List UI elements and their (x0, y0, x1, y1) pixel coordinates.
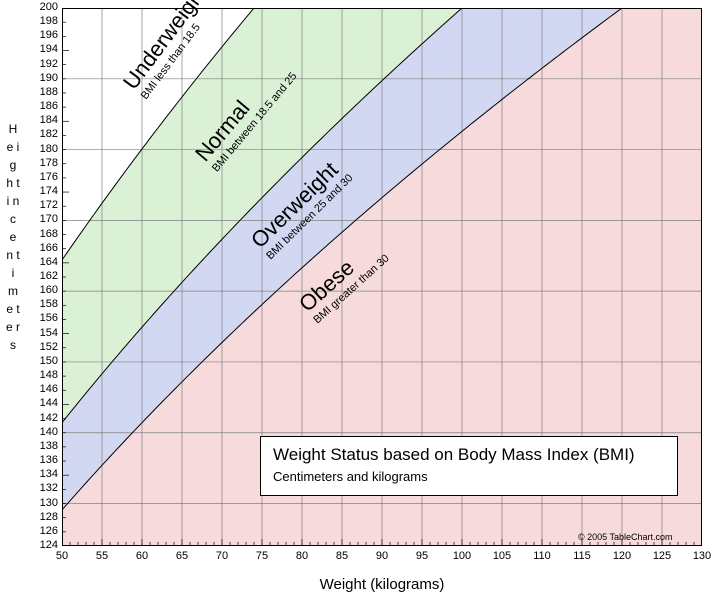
y-tick: 194 (36, 43, 58, 55)
y-tick: 166 (36, 242, 58, 254)
y-tick: 152 (36, 341, 58, 353)
y-tick: 128 (36, 511, 58, 523)
x-tick: 115 (572, 550, 592, 562)
y-tick: 180 (36, 143, 58, 155)
y-tick: 196 (36, 29, 58, 41)
x-tick: 130 (692, 550, 712, 562)
y-tick: 136 (36, 454, 58, 466)
info-sub: Centimeters and kilograms (273, 469, 665, 484)
y-axis-label: H e i g h t i n c e n t i m e t e r s (6, 120, 20, 354)
y-tick: 178 (36, 157, 58, 169)
y-tick: 188 (36, 86, 58, 98)
y-tick: 150 (36, 355, 58, 367)
x-tick: 110 (532, 550, 552, 562)
x-tick: 125 (652, 550, 672, 562)
info-title: Weight Status based on Body Mass Index (… (273, 445, 665, 465)
y-tick: 126 (36, 525, 58, 537)
x-tick: 70 (212, 550, 232, 562)
x-tick: 60 (132, 550, 152, 562)
y-tick: 146 (36, 383, 58, 395)
y-tick: 182 (36, 128, 58, 140)
y-tick: 124 (36, 539, 58, 551)
x-tick: 120 (612, 550, 632, 562)
y-tick: 140 (36, 426, 58, 438)
y-tick: 130 (36, 497, 58, 509)
y-tick: 142 (36, 412, 58, 424)
y-tick: 192 (36, 58, 58, 70)
y-tick: 172 (36, 199, 58, 211)
x-tick: 50 (52, 550, 72, 562)
y-tick: 148 (36, 369, 58, 381)
y-tick: 170 (36, 213, 58, 225)
x-tick: 105 (492, 550, 512, 562)
y-tick: 176 (36, 171, 58, 183)
y-tick: 132 (36, 482, 58, 494)
y-tick: 138 (36, 440, 58, 452)
y-tick: 134 (36, 468, 58, 480)
y-tick: 198 (36, 15, 58, 27)
x-tick: 75 (252, 550, 272, 562)
x-tick: 80 (292, 550, 312, 562)
x-axis-label: Weight (kilograms) (62, 576, 702, 593)
x-tick: 55 (92, 550, 112, 562)
y-tick: 156 (36, 312, 58, 324)
credit-text: © 2005 TableChart.com (578, 532, 673, 542)
y-tick: 160 (36, 284, 58, 296)
x-tick: 85 (332, 550, 352, 562)
y-tick: 190 (36, 72, 58, 84)
y-tick: 184 (36, 114, 58, 126)
y-tick: 158 (36, 298, 58, 310)
y-tick: 164 (36, 256, 58, 268)
x-tick: 100 (452, 550, 472, 562)
y-tick: 162 (36, 270, 58, 282)
y-tick: 200 (36, 1, 58, 13)
x-tick: 90 (372, 550, 392, 562)
y-tick: 186 (36, 100, 58, 112)
y-tick: 168 (36, 228, 58, 240)
x-tick: 95 (412, 550, 432, 562)
y-tick: 144 (36, 397, 58, 409)
x-tick: 65 (172, 550, 192, 562)
info-box: Weight Status based on Body Mass Index (… (260, 436, 678, 496)
y-tick: 174 (36, 185, 58, 197)
y-tick: 154 (36, 327, 58, 339)
